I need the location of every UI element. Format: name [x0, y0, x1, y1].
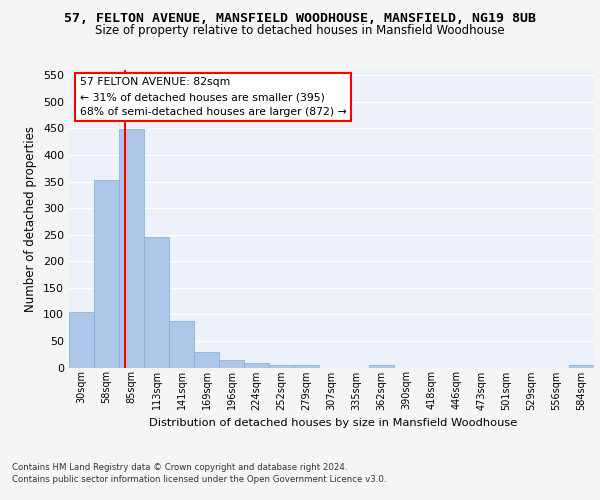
Bar: [144, 237, 169, 368]
Bar: [69, 312, 94, 368]
Text: 57 FELTON AVENUE: 82sqm
← 31% of detached houses are smaller (395)
68% of semi-d: 57 FELTON AVENUE: 82sqm ← 31% of detache…: [79, 78, 346, 117]
Text: 57, FELTON AVENUE, MANSFIELD WOODHOUSE, MANSFIELD, NG19 8UB: 57, FELTON AVENUE, MANSFIELD WOODHOUSE, …: [64, 12, 536, 26]
Y-axis label: Number of detached properties: Number of detached properties: [25, 126, 37, 312]
Text: Contains public sector information licensed under the Open Government Licence v3: Contains public sector information licen…: [12, 476, 386, 484]
Text: Size of property relative to detached houses in Mansfield Woodhouse: Size of property relative to detached ho…: [95, 24, 505, 37]
Bar: [569, 365, 594, 368]
Bar: [194, 352, 219, 368]
Bar: [294, 365, 319, 368]
Bar: [94, 180, 119, 368]
Bar: [269, 365, 294, 368]
Bar: [169, 322, 194, 368]
Text: Contains HM Land Registry data © Crown copyright and database right 2024.: Contains HM Land Registry data © Crown c…: [12, 463, 347, 472]
Bar: [119, 129, 144, 368]
Text: Distribution of detached houses by size in Mansfield Woodhouse: Distribution of detached houses by size …: [149, 418, 517, 428]
Bar: [369, 365, 394, 368]
Bar: [244, 362, 269, 368]
Bar: [219, 360, 244, 368]
